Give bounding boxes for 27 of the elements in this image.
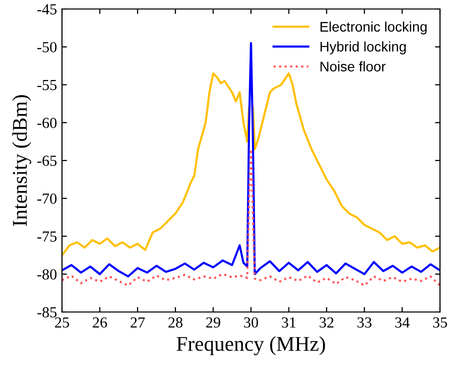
legend-label: Hybrid locking [320,41,406,54]
y-tick-label: -70 [37,194,57,204]
y-tick-label: -65 [37,156,57,166]
x-tick-label: 32 [320,317,334,328]
y-tick-label: -55 [37,80,57,90]
x-tick-label: 29 [206,317,220,328]
y-tick-label: -50 [37,42,57,52]
y-tick-label: -80 [37,269,57,280]
x-tick-label: 35 [433,317,448,328]
x-tick-label: 26 [92,317,107,328]
legend-label: Electronic locking [320,22,427,34]
y-tick-label: -60 [37,118,57,128]
x-tick-label: 33 [357,317,372,328]
x-axis-title: Frequency (MHz) [176,336,325,356]
x-tick-label: 34 [395,317,410,328]
line-series [62,148,440,287]
x-tick-label: 25 [55,317,70,328]
y-tick-label: -85 [37,307,57,318]
x-tick-label: 31 [282,317,296,328]
x-tick-label: 27 [130,317,145,328]
y-tick-label: -75 [37,232,57,242]
y-tick-label: -45 [37,4,57,14]
legend-label: Noise floor [320,61,386,72]
y-axis-title: Intensity (dBm) [12,95,32,226]
x-tick-label: 28 [168,317,182,328]
line-series [62,42,440,278]
x-tick-label: 30 [244,317,258,328]
